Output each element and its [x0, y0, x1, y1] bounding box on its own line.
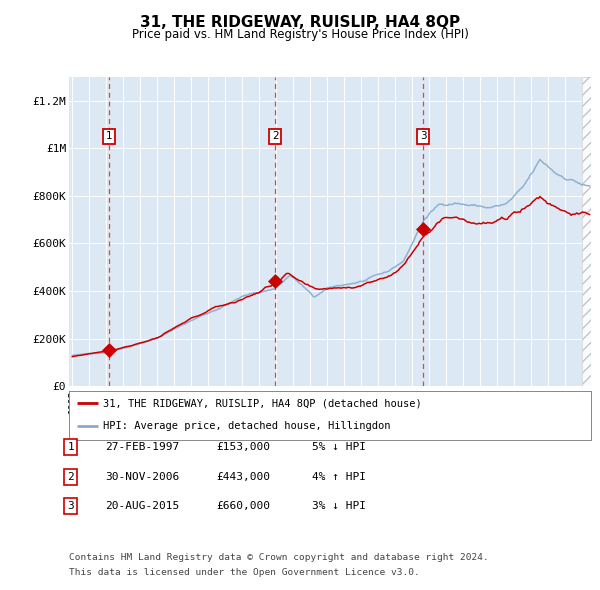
Text: 3: 3 [67, 502, 74, 511]
Text: 1: 1 [67, 442, 74, 452]
Text: 20-AUG-2015: 20-AUG-2015 [105, 502, 179, 511]
Text: 30-NOV-2006: 30-NOV-2006 [105, 472, 179, 481]
Text: 31, THE RIDGEWAY, RUISLIP, HA4 8QP: 31, THE RIDGEWAY, RUISLIP, HA4 8QP [140, 15, 460, 30]
Text: This data is licensed under the Open Government Licence v3.0.: This data is licensed under the Open Gov… [69, 568, 420, 577]
Text: 4% ↑ HPI: 4% ↑ HPI [312, 472, 366, 481]
Text: £153,000: £153,000 [216, 442, 270, 452]
Text: 1: 1 [106, 131, 112, 141]
Text: 3: 3 [420, 131, 427, 141]
Text: Contains HM Land Registry data © Crown copyright and database right 2024.: Contains HM Land Registry data © Crown c… [69, 553, 489, 562]
Text: £660,000: £660,000 [216, 502, 270, 511]
Text: HPI: Average price, detached house, Hillingdon: HPI: Average price, detached house, Hill… [103, 421, 391, 431]
Text: £443,000: £443,000 [216, 472, 270, 481]
Text: 2: 2 [272, 131, 278, 141]
Text: 5% ↓ HPI: 5% ↓ HPI [312, 442, 366, 452]
Text: Price paid vs. HM Land Registry's House Price Index (HPI): Price paid vs. HM Land Registry's House … [131, 28, 469, 41]
Text: 27-FEB-1997: 27-FEB-1997 [105, 442, 179, 452]
Text: 31, THE RIDGEWAY, RUISLIP, HA4 8QP (detached house): 31, THE RIDGEWAY, RUISLIP, HA4 8QP (deta… [103, 398, 422, 408]
Text: 2: 2 [67, 472, 74, 481]
Text: 3% ↓ HPI: 3% ↓ HPI [312, 502, 366, 511]
